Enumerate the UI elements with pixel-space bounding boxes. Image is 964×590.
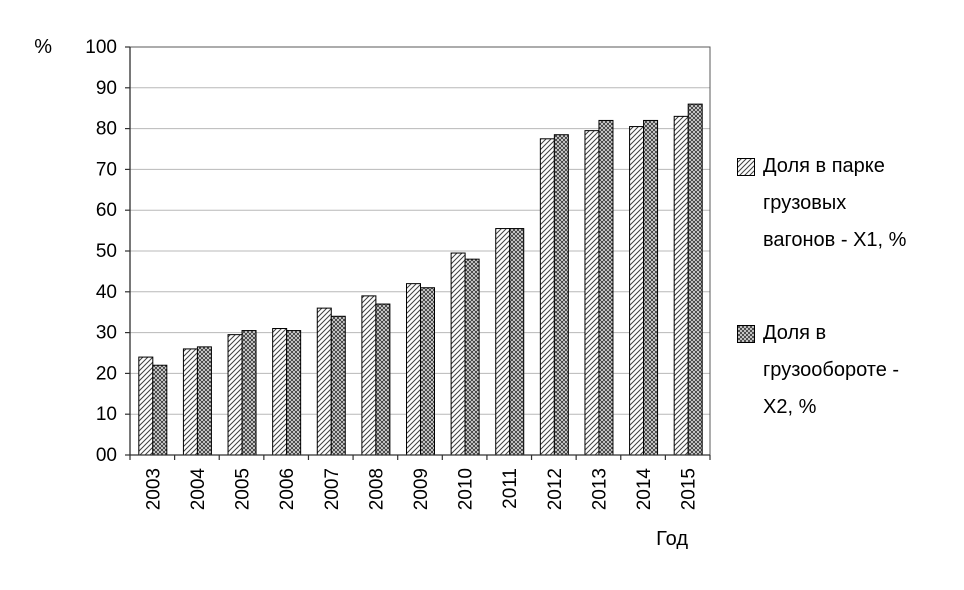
- svg-text:30: 30: [96, 323, 117, 344]
- svg-text:2015: 2015: [679, 468, 700, 510]
- svg-text:2006: 2006: [277, 468, 298, 510]
- legend-swatch-cross-hatch-icon: [737, 325, 755, 343]
- svg-text:2013: 2013: [589, 468, 610, 510]
- svg-text:10: 10: [96, 404, 117, 425]
- svg-text:60: 60: [96, 200, 117, 221]
- svg-text:2005: 2005: [233, 468, 254, 510]
- svg-text:2014: 2014: [634, 468, 655, 511]
- svg-text:2007: 2007: [322, 468, 343, 510]
- svg-text:80: 80: [96, 119, 117, 140]
- svg-text:2011: 2011: [500, 468, 521, 509]
- svg-text:100: 100: [85, 37, 117, 58]
- svg-text:40: 40: [96, 282, 117, 303]
- svg-text:70: 70: [96, 159, 117, 180]
- svg-text:2010: 2010: [456, 468, 477, 510]
- svg-text:%: %: [34, 36, 52, 58]
- svg-text:90: 90: [96, 78, 117, 99]
- legend-swatch-diagonal-hatch-icon: [737, 158, 755, 176]
- svg-text:2004: 2004: [188, 468, 209, 511]
- svg-text:2009: 2009: [411, 468, 432, 510]
- chart-legend: Доля в парке грузовых вагонов - Х1, % До…: [737, 148, 959, 426]
- svg-text:2008: 2008: [366, 468, 387, 510]
- svg-text:50: 50: [96, 241, 117, 262]
- svg-text:00: 00: [96, 445, 117, 466]
- legend-item-x2: Доля в грузообороте - Х2, %: [737, 315, 959, 426]
- legend-label-x2: Доля в грузообороте - Х2, %: [763, 322, 900, 418]
- svg-text:Год: Год: [656, 528, 688, 550]
- svg-text:20: 20: [96, 363, 117, 384]
- legend-label-x1: Доля в парке грузовых вагонов - Х1, %: [763, 155, 907, 251]
- svg-text:2003: 2003: [143, 468, 164, 510]
- legend-item-x1: Доля в парке грузовых вагонов - Х1, %: [737, 148, 959, 259]
- svg-text:2012: 2012: [545, 468, 566, 510]
